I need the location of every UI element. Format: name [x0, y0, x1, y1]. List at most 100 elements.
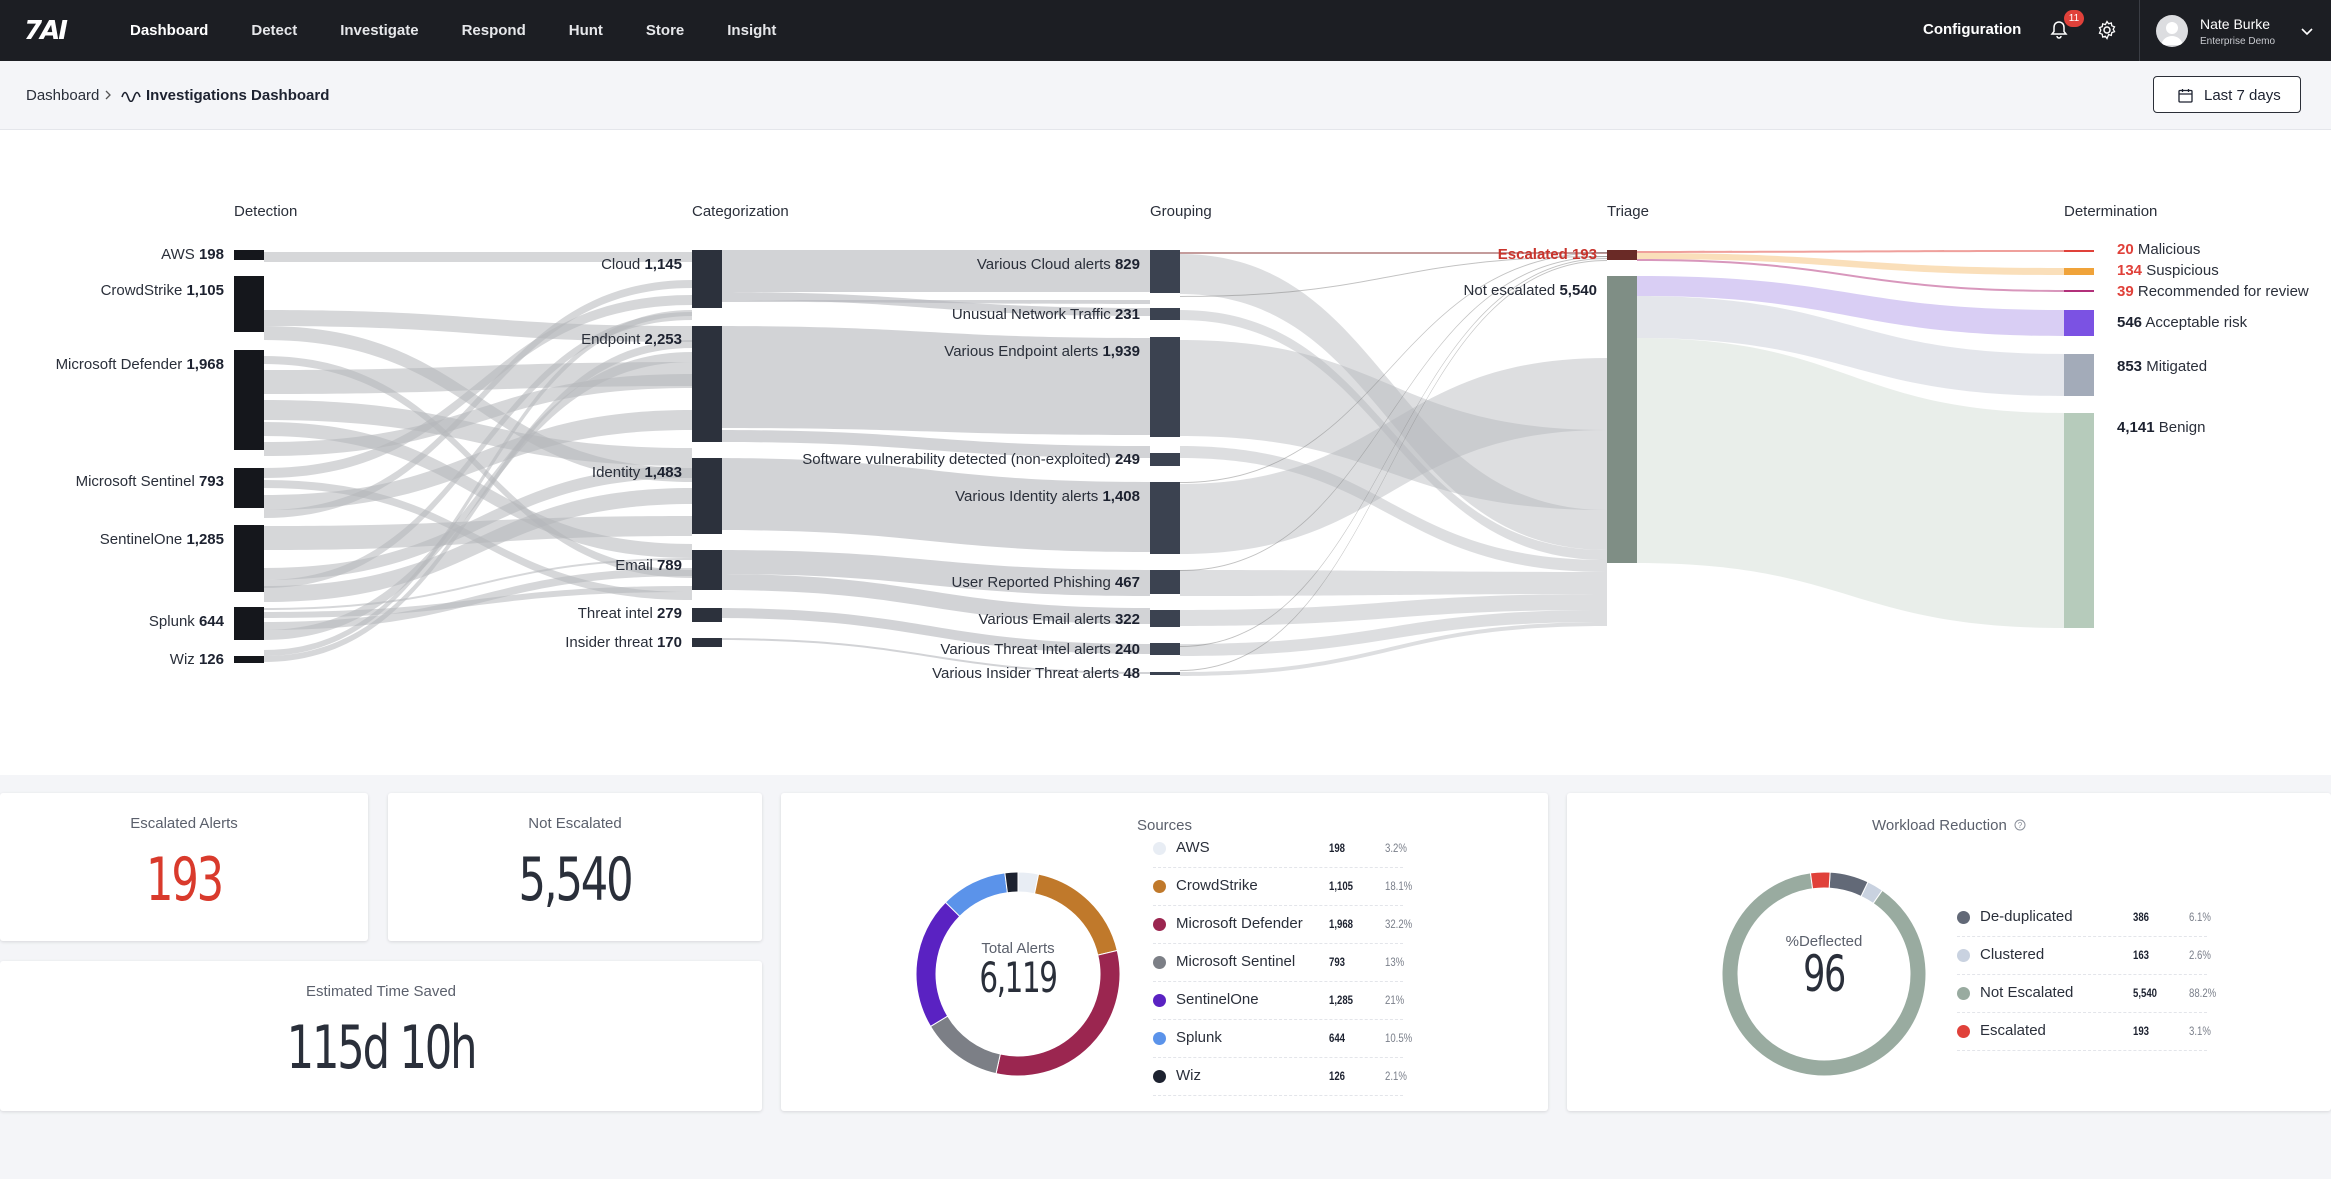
legend-row[interactable]: AWS 198 3.2% [1153, 829, 1407, 868]
donut-segment-wiz[interactable] [1004, 871, 1019, 894]
sankey-link[interactable] [264, 310, 692, 342]
node-not-escalated[interactable] [1607, 276, 1637, 563]
node-splunk[interactable] [234, 607, 264, 640]
sankey-link[interactable] [712, 250, 1150, 292]
node-wiz[interactable] [234, 656, 264, 663]
sankey-link[interactable] [264, 516, 692, 550]
legend-row[interactable]: Microsoft Sentinel 793 13% [1153, 943, 1404, 982]
donut-segment-microsoft-sentinel[interactable] [929, 1015, 1001, 1075]
node-various-endpoint-alerts[interactable] [1150, 337, 1180, 437]
legend-row[interactable]: Wiz 126 2.1% [1153, 1057, 1407, 1096]
node-various-identity-alerts[interactable] [1150, 482, 1180, 554]
sankey-link[interactable] [1180, 252, 1607, 254]
sankey-link[interactable] [264, 340, 692, 662]
sankey-link[interactable] [1180, 358, 1607, 554]
node-acceptable-risk[interactable] [2064, 310, 2094, 336]
sankey-link[interactable] [264, 400, 692, 466]
sankey-link[interactable] [712, 458, 1150, 552]
sankey-link[interactable] [1637, 338, 2064, 628]
configuration-link[interactable]: Configuration [1923, 21, 2022, 38]
legend-row[interactable]: Microsoft Defender 1,968 32.2% [1153, 905, 1412, 944]
donut-segment-de-duplicated[interactable] [1828, 871, 1869, 898]
node-software-vulnerability[interactable] [1150, 453, 1180, 466]
sankey-link[interactable] [1637, 250, 2064, 253]
sankey-link[interactable] [1637, 276, 2064, 336]
sankey-link[interactable] [712, 550, 1150, 596]
sankey-link[interactable] [1180, 622, 1607, 676]
sankey-link[interactable] [264, 558, 692, 610]
legend-row[interactable]: SentinelOne 1,285 21% [1153, 981, 1404, 1020]
node-mitigated[interactable] [2064, 354, 2094, 396]
node-various-threat-intel-alerts[interactable] [1150, 643, 1180, 655]
sankey-link[interactable] [1180, 340, 1607, 510]
donut-segment-not-escalated[interactable] [1721, 872, 1927, 1077]
node-endpoint[interactable] [692, 326, 722, 442]
donut-segment-escalated[interactable] [1809, 871, 1831, 890]
legend-row[interactable]: Not Escalated 5,540 88.2% [1957, 974, 2216, 1013]
legend-row[interactable]: De-duplicated 386 6.1% [1957, 898, 2211, 937]
avatar[interactable] [2156, 15, 2188, 47]
nav-respond[interactable]: Respond [461, 22, 526, 39]
node-microsoft-defender[interactable] [234, 350, 264, 450]
app-logo[interactable]: 7AI [24, 16, 68, 46]
sankey-link[interactable] [264, 280, 692, 518]
node-benign[interactable] [2064, 413, 2094, 628]
legend-row[interactable]: Splunk 644 10.5% [1153, 1019, 1412, 1058]
node-sentinelone[interactable] [234, 525, 264, 592]
sankey-link[interactable] [1180, 610, 1607, 656]
node-crowdstrike[interactable] [234, 276, 264, 332]
node-recommended-for-review[interactable] [2064, 290, 2094, 292]
sankey-link[interactable] [1637, 253, 2064, 275]
sankey-link[interactable] [1180, 446, 1607, 572]
node-unusual-network-traffic[interactable] [1150, 308, 1180, 320]
node-various-insider-threat-alerts[interactable] [1150, 672, 1180, 675]
sankey-link[interactable] [1180, 256, 1607, 297]
sankey-link[interactable] [264, 488, 692, 602]
node-identity[interactable] [692, 458, 722, 534]
nav-store[interactable]: Store [645, 22, 685, 39]
sankey-link[interactable] [712, 430, 1150, 458]
nav-detect[interactable]: Detect [251, 22, 298, 39]
legend-row[interactable]: Escalated 193 3.1% [1957, 1012, 2211, 1051]
sankey-link[interactable] [712, 574, 1150, 624]
info-icon[interactable]: ? [2014, 819, 2026, 831]
sankey-link[interactable] [264, 422, 692, 558]
nav-investigate[interactable]: Investigate [340, 22, 419, 39]
node-threat-intel[interactable] [692, 608, 722, 622]
node-user-reported-phishing[interactable] [1150, 570, 1180, 594]
node-insider-threat[interactable] [692, 638, 722, 647]
sankey-link[interactable] [712, 326, 1150, 435]
sankey-link[interactable] [1180, 310, 1607, 560]
sankey-link[interactable] [712, 608, 1150, 654]
node-email[interactable] [692, 550, 722, 590]
sankey-link[interactable] [264, 310, 692, 656]
sankey-link[interactable] [1637, 259, 2064, 292]
sankey-link[interactable] [1180, 254, 1607, 550]
sankey-link[interactable] [264, 312, 692, 588]
node-cloud[interactable] [692, 250, 722, 308]
sankey-link[interactable] [1180, 570, 1607, 596]
node-various-email-alerts[interactable] [1150, 610, 1180, 627]
sankey-link[interactable] [264, 374, 692, 456]
sankey-link[interactable] [712, 638, 1150, 674]
nav-dashboard[interactable]: Dashboard [130, 22, 209, 39]
node-suspicious[interactable] [2064, 268, 2094, 275]
sankey-link[interactable] [264, 410, 692, 510]
sankey-link[interactable] [1637, 296, 2064, 396]
sankey-link[interactable] [264, 466, 692, 580]
sankey-link[interactable] [1180, 594, 1607, 626]
sankey-link[interactable] [264, 295, 692, 478]
nav-hunt[interactable]: Hunt [568, 22, 603, 39]
legend-row[interactable]: Clustered 163 2.6% [1957, 936, 2211, 975]
sankey-link[interactable] [264, 352, 692, 640]
sankey-link[interactable] [264, 252, 692, 262]
node-malicious[interactable] [2064, 250, 2094, 252]
node-various-cloud-alerts[interactable] [1150, 250, 1180, 293]
donut-segment-splunk[interactable] [944, 872, 1008, 918]
node-escalated[interactable] [1607, 250, 1637, 260]
date-range-button[interactable]: Last 7 days [2153, 76, 2301, 113]
breadcrumb-root[interactable]: Dashboard [26, 87, 100, 104]
bell-icon[interactable] [2049, 20, 2069, 40]
sankey-link[interactable] [712, 292, 1150, 316]
nav-insight[interactable]: Insight [727, 22, 777, 39]
